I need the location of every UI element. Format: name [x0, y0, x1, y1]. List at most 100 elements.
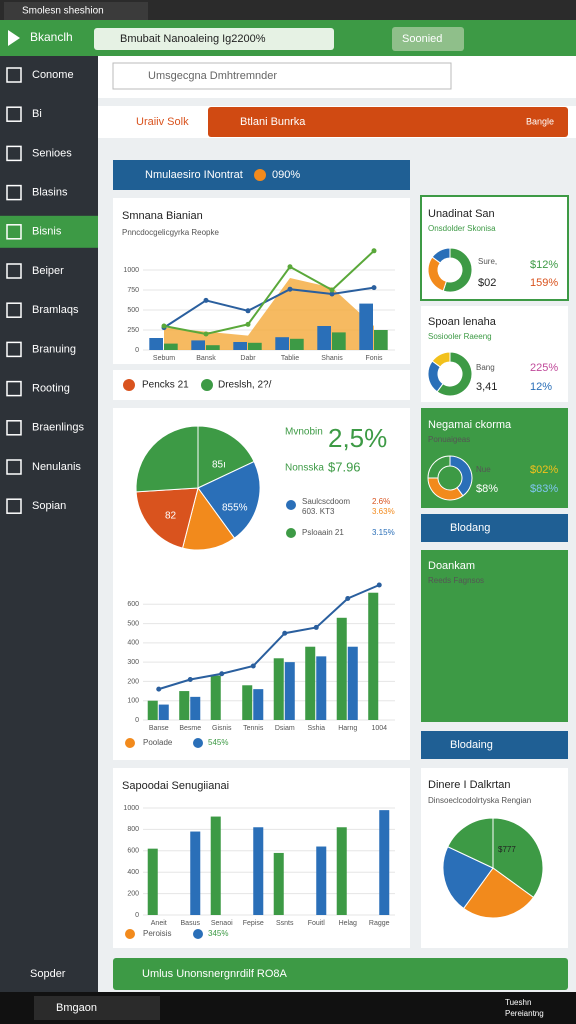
donut-text: 12%	[530, 381, 552, 393]
taskbar-search[interactable]	[34, 996, 160, 1020]
sidebar-item[interactable]: Nenulanis	[32, 461, 81, 473]
card	[421, 550, 568, 722]
bar	[368, 592, 379, 720]
y-tick-label: 500	[127, 307, 139, 314]
slice	[431, 247, 451, 264]
sidebar-item[interactable]: Sopian	[32, 500, 66, 512]
sidebar-item[interactable]: Conome	[32, 69, 74, 81]
sidebar-icon	[6, 263, 22, 279]
x-tick-label: Fepise	[243, 920, 264, 927]
status-left: Pencks 21	[142, 380, 189, 391]
pie-card-title: Dinere I Dalkrtan	[428, 779, 511, 791]
slice	[197, 425, 255, 489]
badge-icon	[254, 169, 266, 181]
bar	[149, 338, 163, 350]
search-input[interactable]	[112, 62, 452, 90]
legend-value: 2.6%	[372, 497, 390, 506]
main-header-title: Nmulaesiro INontrat	[145, 169, 243, 181]
legend-label: Peroisis	[143, 929, 171, 938]
sidebar-icon	[6, 184, 22, 201]
pie-card-label: $777	[498, 845, 516, 854]
sidebar-item[interactable]: Bramlaqs	[32, 304, 79, 316]
bar	[147, 848, 158, 915]
sidebar-item[interactable]: Rooting	[32, 383, 70, 395]
donut-text: Sure,	[478, 257, 497, 266]
legend-value: 3.15%	[372, 528, 395, 537]
sidebar-item[interactable]: Blasins	[32, 187, 68, 199]
bar	[284, 662, 295, 720]
slice-label: 855%	[222, 503, 248, 514]
y-tick-label: 0	[135, 347, 139, 354]
point	[329, 287, 335, 293]
bar	[359, 303, 373, 350]
y-tick-label: 0	[135, 912, 139, 919]
x-tick-label: Ragge	[369, 920, 390, 927]
bar	[374, 330, 388, 350]
donut-text: Bang	[476, 363, 495, 372]
sidebar-icon	[6, 106, 22, 122]
donut-text: $83%	[530, 483, 558, 495]
y-tick-label: 250	[127, 327, 139, 334]
x-tick-label: Ssnts	[276, 920, 294, 927]
banner[interactable]	[94, 28, 334, 50]
point	[156, 686, 162, 692]
point	[329, 291, 335, 297]
bar	[210, 816, 221, 915]
action-button[interactable]	[208, 107, 568, 137]
point	[250, 663, 256, 669]
slice	[447, 817, 494, 869]
trend-title: Smnana Bianian	[122, 210, 203, 222]
blue-header-title: Blodang	[450, 522, 490, 534]
sidebar-item[interactable]: Braenlings	[32, 422, 84, 434]
slice	[436, 351, 473, 397]
blue-header	[421, 731, 568, 759]
legend-dot	[125, 738, 135, 748]
bar	[336, 617, 347, 720]
y-tick-label: 600	[127, 848, 139, 855]
bar	[273, 658, 284, 720]
x-tick-label: Dabr	[240, 355, 256, 362]
sidebar-item[interactable]: Bi	[32, 108, 42, 120]
action-right: Bangle	[526, 116, 554, 126]
bar	[179, 691, 190, 720]
sidebar-icon	[6, 380, 22, 397]
sidebar-footer[interactable]: Sopder	[30, 968, 66, 980]
action-label: Uraiiv Solk	[136, 116, 189, 128]
header-button[interactable]	[392, 27, 464, 51]
donut-text: 159%	[530, 277, 558, 289]
bar	[242, 685, 253, 720]
bar	[158, 704, 169, 720]
bar	[190, 696, 201, 720]
legend-dot	[286, 500, 296, 510]
y-tick-label: 1000	[123, 267, 139, 274]
bar-title: Sapoodai Senugiianai	[122, 780, 229, 792]
y-tick-label: 800	[127, 826, 139, 833]
sidebar-icon	[6, 145, 22, 162]
card-subtitle: Reeds Fagnsos	[428, 576, 484, 585]
sidebar-item[interactable]: Bisnis	[32, 226, 62, 238]
bar	[248, 342, 262, 350]
legend-label: Poolade	[143, 738, 173, 747]
donut-subtitle: Sosiooler Raeeng	[428, 332, 492, 341]
bar	[164, 343, 178, 350]
metric-label: Nonsska	[285, 463, 324, 474]
slice	[492, 817, 544, 899]
tab[interactable]	[4, 2, 148, 20]
sidebar-icon	[6, 341, 22, 358]
point	[345, 596, 351, 601]
sidebar-item[interactable]: Senioes	[32, 147, 72, 159]
y-tick-label: 750	[127, 287, 139, 294]
slice	[442, 247, 473, 293]
sidebar-item[interactable]: Branuing	[32, 343, 76, 355]
point	[371, 285, 377, 291]
y-tick-label: 1000	[123, 805, 139, 812]
trend-subtitle: Pnncdocgelicgyrka Reopke	[122, 228, 219, 237]
line	[163, 250, 375, 336]
x-tick-label: Aneit	[151, 920, 167, 927]
sidebar-item[interactable]: Beiper	[32, 265, 64, 277]
sidebar-icon	[6, 67, 22, 83]
donut-text: $8%	[476, 483, 498, 495]
donut-subtitle: Onsdolder Skonisa	[428, 224, 496, 233]
y-tick-label: 400	[127, 640, 139, 647]
